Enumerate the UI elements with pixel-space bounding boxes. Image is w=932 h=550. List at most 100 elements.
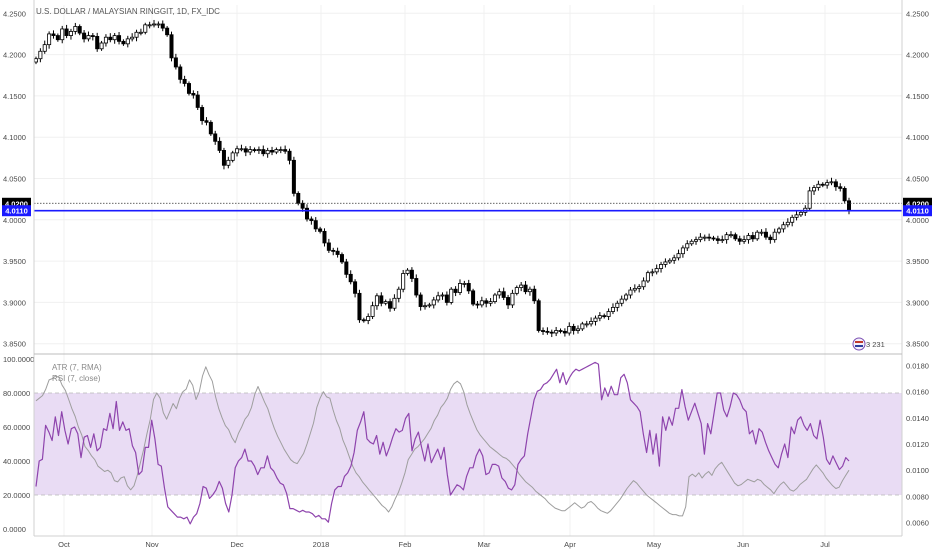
candle-body (728, 234, 733, 237)
time-tick-label: Feb (399, 540, 412, 549)
candlestick-series (34, 19, 852, 338)
candle-body (720, 239, 725, 242)
candle-body (506, 297, 511, 306)
candle-body (453, 288, 458, 293)
candle-body (527, 288, 532, 293)
candle-body (510, 292, 515, 306)
candle-body (755, 231, 760, 240)
chart-title: U.S. DOLLAR / MALAYSIAN RINGGIT, 1D, FX_… (36, 7, 220, 16)
candle-body (484, 300, 489, 304)
flag-stripe (855, 345, 863, 347)
candle-body (217, 140, 222, 151)
candle-body (423, 305, 428, 308)
candle-body (270, 150, 275, 153)
candle-body (457, 283, 462, 293)
candle-body (138, 31, 143, 34)
price-tick-label: 3.8500 (906, 340, 929, 349)
price-tick-label: 3.8500 (3, 340, 26, 349)
candle-body (593, 317, 598, 322)
atr-line (35, 366, 850, 517)
rsi-tick-label: 80.0000 (3, 389, 30, 398)
candle-body (536, 300, 541, 331)
candle-body (567, 325, 572, 334)
price-tick-label: 4.0000 (3, 216, 26, 225)
atr-tick-label: 0.0180 (906, 362, 929, 371)
candle-body (645, 272, 650, 282)
candle-body (558, 330, 563, 332)
candle-body (475, 303, 480, 306)
flag-icon[interactable]: 3 231 (852, 337, 885, 351)
candle-body (602, 315, 607, 318)
time-tick-label: Jun (737, 540, 749, 549)
candle-body (230, 152, 235, 161)
candle-body (466, 283, 471, 292)
candle-body (440, 294, 445, 297)
candle-body (523, 284, 528, 293)
candle-body (768, 236, 773, 241)
price-tag-label: 4.0110 (906, 207, 929, 216)
time-tick-label: 2018 (313, 540, 330, 549)
candle-body (571, 325, 576, 331)
candle-body (746, 235, 751, 241)
candle-body (763, 231, 768, 238)
candle-body (777, 228, 782, 233)
candle-body (785, 221, 790, 226)
candle-body (152, 23, 157, 26)
candle-body (842, 188, 847, 202)
candle-body (34, 58, 39, 63)
candle-body (326, 242, 331, 251)
candle-body (637, 286, 642, 289)
candle-body (392, 297, 397, 309)
candle-body (344, 261, 349, 275)
candle-body (283, 149, 288, 152)
rsi-tick-label: 60.0000 (3, 423, 30, 432)
pane-frame (33, 0, 903, 537)
price-tick-label: 4.1500 (3, 92, 26, 101)
candle-body (274, 149, 279, 153)
price-tick-label: 4.2000 (3, 51, 26, 60)
candle-body (663, 261, 668, 265)
candle-body (816, 183, 821, 188)
candle-body (610, 306, 615, 312)
candle-body (707, 236, 712, 239)
candle-body (108, 36, 113, 41)
candle-body (383, 301, 388, 304)
candle-body (130, 36, 135, 40)
rsi-band (34, 393, 902, 495)
candle-body (829, 181, 834, 184)
time-tick-label: Apr (564, 540, 576, 549)
candle-body (414, 278, 419, 296)
candle-body (676, 253, 681, 259)
candle-body (519, 284, 524, 288)
candle-body (90, 35, 95, 37)
candle-body (173, 57, 178, 68)
candle-body (82, 32, 87, 40)
candle-body (680, 247, 685, 255)
candle-body (632, 287, 637, 291)
candle-body (204, 120, 209, 123)
candle-body (200, 107, 205, 122)
candle-body (42, 44, 47, 52)
candle-body (143, 24, 148, 33)
candle-body (750, 235, 755, 240)
atr-tick-label: 0.0080 (906, 492, 929, 501)
candle-body (541, 330, 546, 332)
candle-body (125, 38, 130, 45)
candle-body (296, 192, 301, 204)
flag-circle (852, 337, 866, 351)
price-tick-label: 3.9500 (906, 257, 929, 266)
candle-body (759, 231, 764, 234)
candle-body (147, 24, 152, 27)
rsi-tick-label: 0.0000 (3, 525, 26, 534)
candle-body (86, 35, 91, 40)
candle-body (261, 149, 266, 155)
candle-body (576, 328, 581, 331)
price-tick-label: 4.0500 (3, 175, 26, 184)
candle-body (838, 186, 843, 189)
candle-body (790, 216, 795, 223)
candle-body (497, 291, 502, 296)
candle-body (654, 268, 659, 273)
candle-body (331, 249, 336, 252)
candle-body (650, 271, 655, 274)
